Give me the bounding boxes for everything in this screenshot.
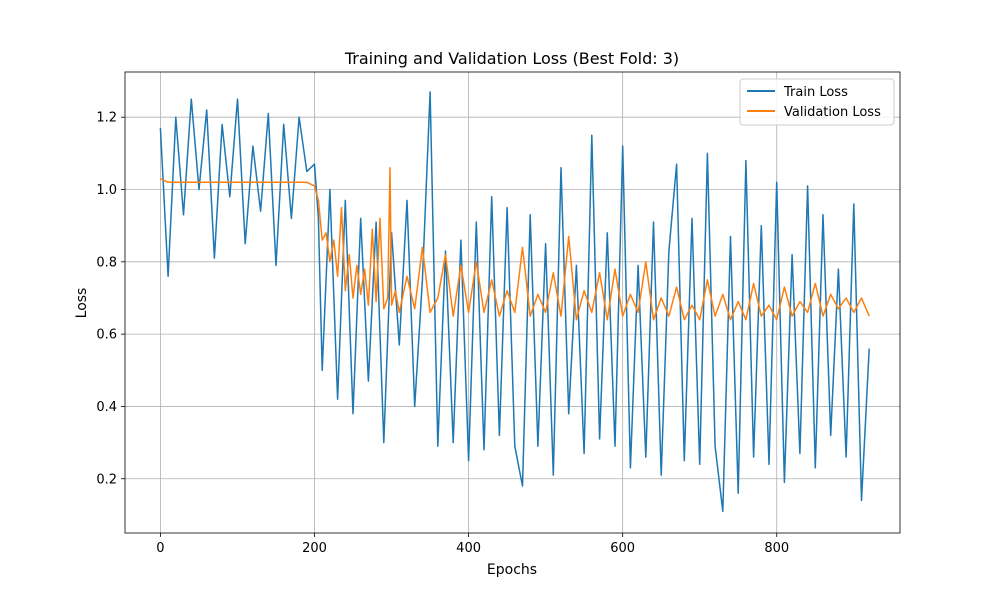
y-tick-label: 0.8	[96, 255, 117, 270]
y-tick-label: 0.6	[96, 328, 117, 343]
y-axis-ticks: 0.2 0.4 0.6 0.8 1.0 1.2	[96, 111, 125, 487]
x-tick-label: 0	[156, 541, 164, 556]
legend-label-validation: Validation Loss	[784, 105, 881, 120]
plot-area	[125, 72, 900, 533]
y-tick-label: 1.2	[96, 111, 117, 126]
legend-box	[739, 78, 895, 126]
validation-loss-line	[160, 167, 870, 321]
x-axis-ticks: 0 200 400 600 800	[156, 533, 789, 556]
series-layer	[159, 91, 870, 513]
train-loss-line	[159, 91, 870, 513]
legend-label-train: Train Loss	[783, 85, 848, 100]
y-tick-label: 0.4	[96, 400, 117, 415]
x-tick-label: 600	[610, 541, 635, 556]
y-axis-label: Loss	[74, 288, 90, 319]
x-tick-label: 800	[764, 541, 789, 556]
x-tick-label: 200	[302, 541, 327, 556]
chart-title: Training and Validation Loss (Best Fold:…	[344, 49, 679, 68]
y-tick-label: 0.2	[96, 472, 117, 487]
legend: Train Loss Validation Loss	[739, 78, 895, 126]
y-tick-label: 1.0	[96, 183, 117, 198]
plot-frame	[124, 71, 901, 534]
x-tick-label: 400	[456, 541, 481, 556]
x-axis-label: Epochs	[487, 562, 537, 578]
